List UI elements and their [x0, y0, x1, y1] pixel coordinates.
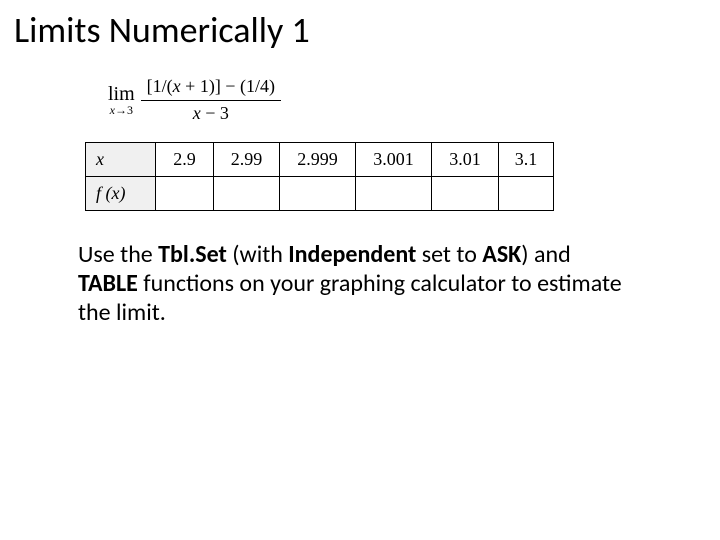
table-row: x 2.9 2.99 2.999 3.001 3.01 3.1 [86, 143, 554, 177]
row-header-x: x [86, 143, 156, 177]
table-cell: 2.9 [156, 143, 214, 177]
lim-approach: x→3 [110, 104, 133, 116]
table-cell: 2.99 [214, 143, 280, 177]
table-cell [432, 177, 499, 211]
fraction-denominator: x − 3 [187, 101, 235, 125]
limit-expression: lim x→3 [1/(x + 1)] − (1/4) x − 3 [108, 76, 720, 124]
table-cell: 3.001 [356, 143, 432, 177]
table-cell: 2.999 [280, 143, 356, 177]
table-keyword: TABLE [78, 269, 138, 298]
table-cell [356, 177, 432, 211]
limit-fraction: [1/(x + 1)] − (1/4) x − 3 [141, 76, 281, 124]
ask-keyword: ASK [482, 240, 521, 269]
table-row: f (x) [86, 177, 554, 211]
text-run: ) and [521, 240, 570, 269]
text-run: functions on your graphing calculator to… [78, 269, 622, 327]
lim-var: x [110, 103, 115, 117]
row-header-fx: f (x) [86, 177, 156, 211]
table-cell [280, 177, 356, 211]
values-table: x 2.9 2.99 2.999 3.001 3.01 3.1 f (x) [85, 142, 575, 211]
page-title: Limits Numerically 1 [0, 0, 720, 52]
tblset-keyword: Tbl.Set [158, 240, 227, 269]
lim-text: lim [108, 84, 135, 104]
table-cell: 3.1 [499, 143, 554, 177]
limit-operator: lim x→3 [108, 84, 135, 116]
fraction-numerator: [1/(x + 1)] − (1/4) [141, 76, 281, 100]
independent-keyword: Independent [288, 240, 416, 269]
table-cell [156, 177, 214, 211]
instruction-paragraph: Use the Tbl.Set (with Independent set to… [78, 241, 628, 327]
table-cell [499, 177, 554, 211]
text-run: (with [227, 240, 288, 269]
table-cell [214, 177, 280, 211]
text-run: set to [416, 240, 482, 269]
table-cell: 3.01 [432, 143, 499, 177]
text-run: Use the [78, 240, 158, 269]
